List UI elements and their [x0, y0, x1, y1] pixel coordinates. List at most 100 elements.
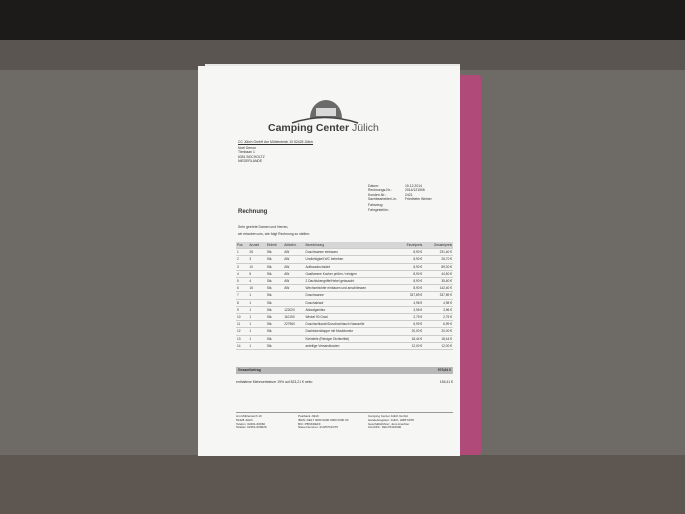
invoice-page: Camping Center Jülich CC Jülich GmbH Am …: [198, 66, 460, 456]
footer-line: Ust-IDNr.: DE176410090: [368, 425, 402, 430]
table-cell: Kleinteile (Reiniger Dichtmittel): [304, 335, 398, 343]
table-cell: AW: [283, 263, 305, 271]
table-cell: Stk.: [265, 270, 284, 279]
vat-row: enthaltene Mehrwertsteuer 19% auf 823,21…: [236, 380, 453, 384]
table-cell: 14: [236, 342, 249, 351]
table-cell: 1: [248, 335, 266, 343]
table-cell: 8: [236, 299, 249, 307]
table-cell: 2,75 €: [397, 313, 424, 322]
table-cell: 89,00 €: [423, 263, 453, 271]
table-cell: 110150: [283, 313, 305, 322]
table-cell: AW: [283, 277, 305, 286]
table-cell: 8,90 €: [397, 255, 424, 264]
intro-text: wir erlauben uns, wie folgt Rechnung zu …: [238, 232, 310, 236]
table-cell: Gasflamme Kocher prüfen / reinigen: [304, 270, 398, 279]
meta-label: Fahrzeug:: [368, 202, 384, 207]
meta-value: Friedhelm Weiner: [405, 197, 432, 202]
line-items-table: Pos. Anzahl Einheit Artikelnr. Bezeichnung Ei…: [236, 242, 453, 351]
table-cell: 4,98 €: [423, 299, 453, 307]
recipient-line: Tienbaan 1: [238, 150, 255, 155]
table-cell: anteilige Versandkosten: [304, 342, 398, 351]
table-cell: 6: [236, 284, 249, 293]
meta-label: Fahrgestellnr.:: [368, 208, 390, 213]
column-header: Einheit: [265, 242, 284, 250]
table-cell: 13: [236, 335, 249, 343]
greeting: Sehr geehrte Damen und Herren,: [238, 225, 289, 229]
table-cell: Stk.: [265, 299, 284, 307]
table-cell: 2,75 €: [423, 313, 453, 322]
table-cell: Stk.: [265, 277, 284, 286]
column-header: Artikelnr.: [283, 242, 305, 250]
table-cell: Stk.: [265, 263, 284, 271]
table-cell: 8,90 €: [397, 284, 424, 293]
table-cell: 4: [248, 277, 266, 286]
table-row: 8 1 Stk. Duschablauf 4,98 €4,98 €: [236, 299, 453, 307]
meta-label: Rechnungs-Nr.:: [368, 188, 392, 193]
table-row: 4 5 Stk. AW Gasflamme Kocher prüfen / reinig…: [236, 270, 453, 279]
table-cell: 12,00 €: [397, 342, 424, 351]
table-cell: [283, 335, 305, 343]
column-header: Pos.: [236, 242, 249, 250]
table-cell: 12,00 €: [423, 342, 453, 351]
table-cell: 5: [248, 270, 266, 279]
table-row: 6 16 Stk. AW Wechselrichter einbauen und ans…: [236, 284, 453, 293]
table-cell: 4: [236, 270, 249, 279]
table-row: 13 1 Stk. Kleinteile (Reiniger Dichtmittel)…: [236, 335, 453, 343]
table-cell: 4,98 €: [397, 299, 424, 307]
table-cell: 35,60 €: [423, 277, 453, 286]
table-cell: 18,44 €: [423, 335, 453, 343]
table-row: 14 1 Stk. anteilige Versandkosten 12,00 €12,…: [236, 342, 453, 351]
table-cell: Duschwanne einbauen: [304, 248, 398, 257]
table-cell: 11: [236, 320, 249, 329]
footer-line: Telefax: 02461-609629: [236, 425, 267, 430]
footer-line: Steuernummer: 213/5704/475: [298, 425, 338, 430]
table-cell: 3,96 €: [423, 306, 453, 315]
table-cell: 8,90 €: [397, 270, 424, 279]
meta-value: [405, 208, 455, 212]
logo-icon: [291, 100, 359, 124]
table-cell: Duschablauf: [304, 299, 398, 307]
table-cell: 1: [236, 248, 249, 257]
table-cell: AW: [283, 255, 305, 264]
column-header: Anzahl: [248, 242, 266, 250]
table-cell: [283, 327, 305, 336]
total-value: 979,64 €: [437, 368, 451, 372]
table-row: 9 1 Stk. 122020 Ablaufgarnitur 3,96 €3,96 €: [236, 306, 453, 315]
table-cell: Stk.: [265, 291, 284, 300]
table-cell: 8,90 €: [397, 263, 424, 271]
footer-column: Am Mühlenteich 10 52428 Jülich Telefon: 02…: [236, 414, 267, 430]
recipient-line: 6351 BOCHOLTZ: [238, 154, 265, 159]
table-surface: [0, 455, 685, 514]
table-cell: Stk.: [265, 306, 284, 315]
table-cell: 6,99 €: [423, 320, 453, 329]
table-cell: 20,00 €: [397, 327, 424, 336]
footer-line: Am Mühlenteich 10: [236, 414, 262, 418]
meta-label: Kunden-Nr.:: [368, 192, 387, 197]
footer-column: Postbank Jülich IBAN: DE17 0000 0000 0000…: [298, 414, 348, 430]
table-cell: 12: [236, 327, 249, 336]
table-row: 7 1 Stk. Duschwanne 337,89 €337,89 €: [236, 291, 453, 300]
footer-divider: [236, 412, 453, 413]
footer-line: 52428 Jülich: [236, 417, 253, 422]
table-cell: Undichtigkeit WC beheben: [304, 255, 398, 264]
vat-label: enthaltene Mehrwertsteuer 19% auf 823,21…: [236, 380, 313, 384]
table-cell: AW: [283, 248, 305, 257]
total-row: Gesamtbetrag 979,64 €: [236, 367, 453, 374]
table-cell: 1: [248, 327, 266, 336]
table-cell: [283, 342, 305, 351]
table-cell: 142,40 €: [423, 284, 453, 293]
table-cell: AW: [283, 270, 305, 279]
footer-line: Telefon: 02461-60960: [236, 421, 266, 426]
table-cell: Stk.: [265, 248, 284, 257]
table-cell: Stk.: [265, 335, 284, 343]
invoice-meta: Datum: 15.12.2014 Rechnungs-Nr.: 2014/12150…: [368, 184, 455, 212]
table-cell: Wechselrichter einbauen und anschliessen: [304, 284, 398, 293]
document-title: Rechnung: [238, 209, 268, 215]
table-cell: 10: [236, 313, 249, 322]
table-row: 12 1 Stk. Dachlukenklappe mit Moskitonetz 20…: [236, 327, 453, 336]
table-cell: 8,90 €: [397, 248, 424, 257]
table-cell: 1: [248, 299, 266, 307]
meta-value: 2014/121506: [405, 188, 425, 193]
table-cell: 3: [248, 255, 266, 264]
table-cell: 227960: [283, 320, 305, 329]
